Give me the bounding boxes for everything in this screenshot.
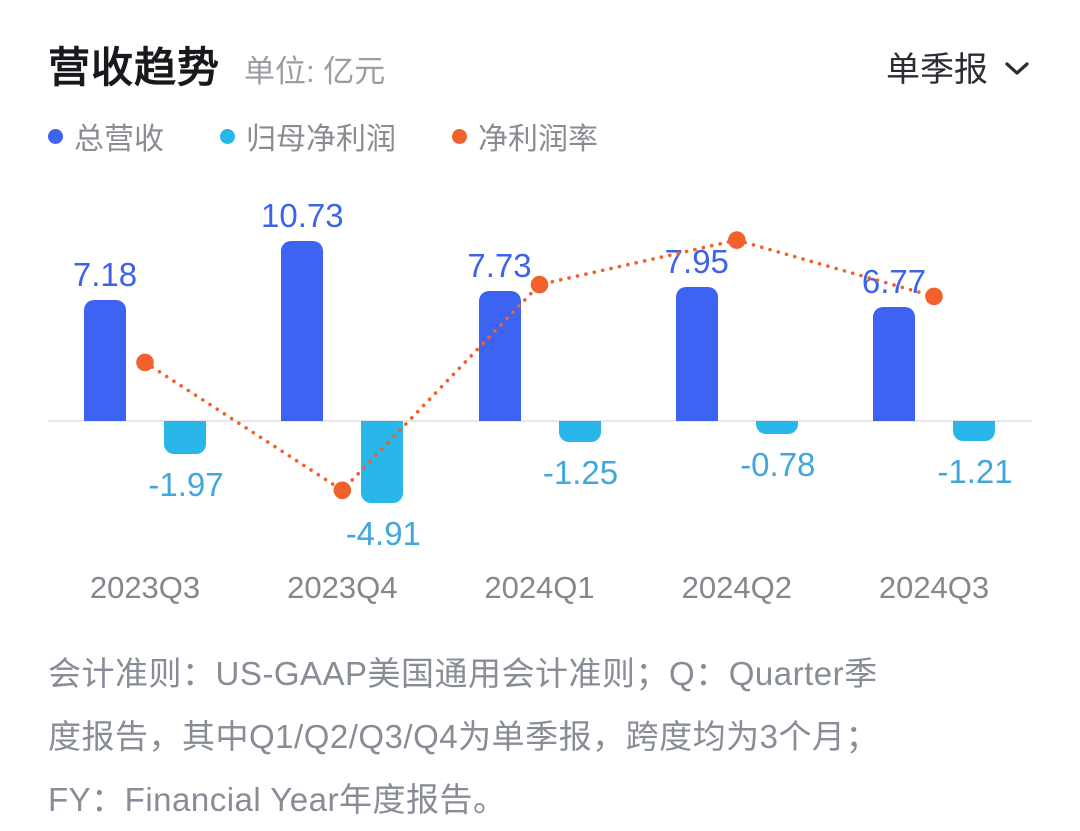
- net-profit-value-label: -0.78: [740, 446, 816, 484]
- net-profit-value-label: -4.91: [345, 515, 421, 553]
- net-profit-bar[interactable]: [953, 421, 995, 442]
- revenue-bar[interactable]: [84, 300, 126, 421]
- chevron-down-icon: [1004, 57, 1030, 77]
- revenue-value-label: 6.77: [861, 263, 927, 301]
- footnote-line: 度报告，其中Q1/Q2/Q3/Q4为单季报，跨度均为3个月；: [48, 718, 879, 755]
- net-profit-value-label: -1.97: [148, 466, 224, 504]
- legend-item-label: 归母净利润: [246, 123, 396, 156]
- revenue-bar[interactable]: [675, 287, 718, 421]
- revenue-bar[interactable]: [873, 307, 915, 421]
- revenue-value-label: 7.73: [467, 247, 532, 285]
- revenue-value-label: 7.18: [72, 256, 138, 294]
- legend-item-2[interactable]: 净利润率: [452, 114, 598, 158]
- x-axis-label: 2024Q1: [484, 570, 595, 605]
- zero-baseline: [48, 420, 1032, 422]
- legend-item-1[interactable]: 归母净利润: [220, 114, 396, 158]
- x-axis-label: 2023Q3: [89, 570, 201, 605]
- footnote-line: FY：Financial Year年度报告。: [48, 781, 507, 818]
- legend: 总营收 归母净利润 净利润率: [48, 114, 598, 158]
- net-profit-value-label: -1.25: [542, 454, 619, 491]
- legend-item-label: 总营收: [74, 123, 164, 156]
- net-margin-point[interactable]: [728, 231, 746, 249]
- x-axis-label: 2024Q3: [878, 570, 990, 605]
- net-profit-bar[interactable]: [755, 421, 798, 435]
- page-title: 营收趋势: [48, 44, 221, 91]
- net-profit-bar[interactable]: [558, 421, 601, 442]
- net-profit-value-label: -1.21: [937, 453, 1013, 491]
- net-margin-point[interactable]: [136, 353, 154, 372]
- footnote-line: 会计准则：US-GAAP美国通用会计准则；Q：Quarter季: [48, 655, 878, 692]
- net-profit-bar[interactable]: [164, 421, 206, 455]
- legend-item-0[interactable]: 总营收: [48, 114, 164, 158]
- net-profit-bar[interactable]: [361, 421, 404, 504]
- footnote: 会计准则：US-GAAP美国通用会计准则；Q：Quarter季 度报告，其中Q1…: [48, 642, 1048, 831]
- net-margin-dotted-line: [143, 238, 936, 493]
- x-axis-label: 2023Q4: [287, 570, 398, 605]
- revenue-bar[interactable]: [281, 240, 324, 421]
- legend-dot-icon: [220, 128, 235, 144]
- period-selector[interactable]: 单季报: [886, 42, 1030, 91]
- unit-label: 单位: 亿元: [244, 54, 386, 89]
- legend-dot-icon: [452, 128, 467, 144]
- x-axis-label: 2024Q2: [681, 570, 792, 605]
- net-margin-point[interactable]: [530, 275, 549, 294]
- legend-item-label: 净利润率: [478, 123, 598, 156]
- period-selector-label: 单季报: [886, 51, 988, 89]
- net-margin-point[interactable]: [925, 287, 943, 306]
- net-margin-point[interactable]: [333, 481, 352, 500]
- legend-dot-icon: [48, 128, 63, 144]
- revenue-value-label: 10.73: [261, 196, 344, 234]
